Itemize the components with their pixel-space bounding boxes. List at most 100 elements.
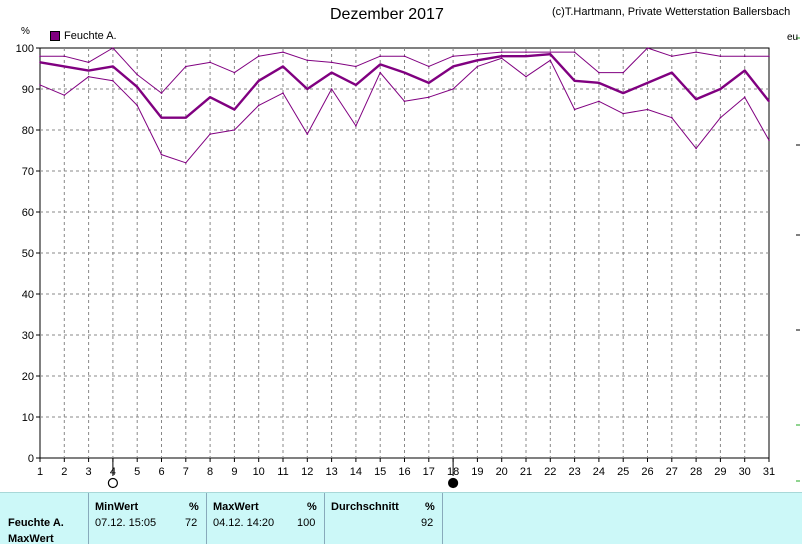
x-tick-label: 21 [520,466,532,478]
stats-max-cell: MaxWert % 04.12. 14:20 100 [206,493,324,544]
data-point-mean [306,88,309,90]
data-point-min [525,75,527,78]
y-tick-label: 50 [22,248,34,260]
data-point-min [39,84,41,86]
data-point-mean [671,71,673,74]
x-tick-label: 20 [496,466,508,478]
max-datetime: 04.12. 14:20 [213,517,275,529]
data-point-min [743,96,746,98]
x-tick-label: 6 [158,466,164,478]
x-tick-label: 25 [617,466,629,478]
right-edge-label: eu [787,32,799,43]
stats-row-label-2: MaxWert [8,533,54,545]
data-point-min [379,71,382,74]
data-point-min [671,116,673,119]
legend-swatch [50,31,60,41]
data-point-min [282,92,284,94]
y-tick-label: 20 [22,371,34,383]
y-tick-label: 80 [22,125,34,137]
data-point-min [209,133,211,135]
x-tick-label: 11 [277,466,288,478]
x-tick-label: 27 [666,466,678,478]
data-point-max [549,51,552,53]
data-point-mean [87,69,90,72]
y-tick-label: 70 [22,166,34,178]
data-point-min [355,125,357,127]
data-point-max [209,61,211,64]
data-point-mean [646,82,649,84]
data-point-mean [209,96,211,98]
data-point-max [379,55,382,57]
data-point-min [719,116,722,119]
max-value: 100 [297,517,316,529]
min-header: MinWert [95,501,139,513]
data-point-mean [160,116,163,119]
data-point-mean [136,86,138,88]
x-tick-label: 30 [739,466,751,478]
x-tick-label: 2 [61,466,67,478]
data-point-mean [282,65,284,68]
data-point-max [403,55,406,57]
x-tick-label: 14 [350,466,362,478]
data-point-mean [257,80,260,82]
data-point-max [476,53,479,55]
legend-label: Feuchte A. [64,30,117,42]
data-point-max [282,51,284,53]
data-point-min [622,112,624,115]
x-tick-label: 16 [398,466,410,478]
x-tick-label: 19 [471,466,483,478]
x-tick-label: 3 [86,466,92,478]
data-point-max [355,65,357,68]
data-point-mean [379,63,382,66]
data-point-min [646,108,649,111]
x-tick-label: 29 [714,466,726,478]
data-point-mean [695,98,697,101]
data-point-max [112,47,114,49]
x-tick-label: 10 [253,466,265,478]
data-point-max [573,51,576,53]
x-tick-label: 8 [207,466,213,478]
open-circle-marker [107,477,119,489]
data-point-min [233,129,236,131]
data-point-mean [768,100,770,103]
stats-divider [442,493,443,544]
data-point-mean [185,116,187,119]
data-point-mean [63,65,66,68]
data-point-min [257,104,260,107]
x-tick-label: 15 [374,466,386,478]
data-point-min [87,75,90,78]
y-tick-label: 40 [22,289,34,301]
data-point-mean [112,65,114,68]
y-tick-label: 90 [22,84,34,96]
data-point-min [160,153,163,156]
data-point-mean [452,65,454,68]
y-axis-unit: % [21,26,30,37]
data-point-min [63,94,66,96]
data-point-min [500,57,503,60]
data-point-max [671,55,673,57]
x-tick-label: 17 [423,466,435,478]
min-datetime: 07.12. 15:05 [95,517,157,529]
data-point-min [549,59,552,62]
data-point-max [743,55,746,57]
data-point-max [257,55,260,57]
min-unit: % [189,501,199,513]
data-point-min [403,100,406,103]
data-point-max [185,65,187,68]
data-point-min [428,96,430,98]
data-point-mean [743,69,746,72]
data-point-mean [39,61,41,64]
copyright-text: (c)T.Hartmann, Private Wetterstation Bal… [552,6,791,18]
data-point-max [136,73,138,76]
data-point-mean [622,92,624,94]
chart: 0102030405060708090100123456789101112131… [16,37,800,489]
data-point-min [112,80,114,82]
data-point-min [598,100,600,103]
data-point-mean [355,84,357,86]
data-point-max [646,47,649,49]
data-point-max [622,71,624,74]
data-point-min [573,108,576,111]
data-point-max [768,55,770,57]
x-tick-label: 22 [544,466,556,478]
x-tick-label: 1 [37,466,43,478]
